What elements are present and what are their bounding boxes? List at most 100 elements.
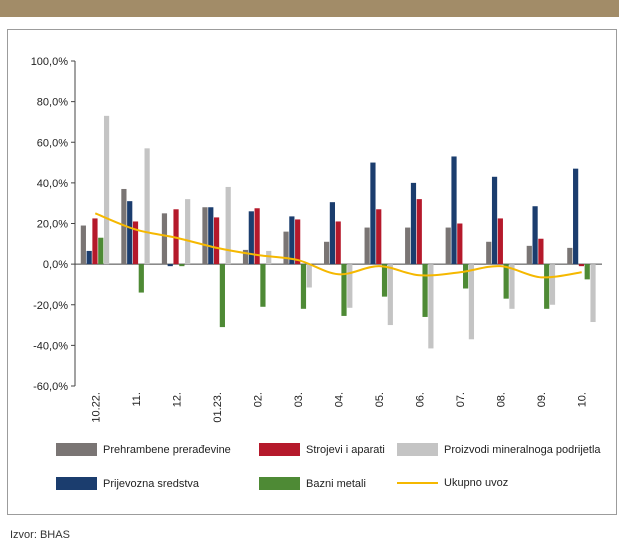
bar xyxy=(213,217,220,265)
bar xyxy=(405,227,411,265)
bar xyxy=(422,264,428,317)
bar xyxy=(544,264,550,309)
bar xyxy=(132,221,139,265)
bar xyxy=(92,218,98,265)
bar xyxy=(457,223,463,265)
legend-swatch-bazni xyxy=(259,477,300,490)
y-tick-label: -40,0% xyxy=(33,340,68,352)
bar xyxy=(289,216,295,265)
legend-label-bazni: Bazni metali xyxy=(306,477,366,490)
legend-label-prijevozna: Prijevozna sredstva xyxy=(103,477,199,490)
legend-label-ukupno: Ukupno uvoz xyxy=(444,477,509,489)
source-note: Izvor: BHAS xyxy=(10,529,70,541)
bar xyxy=(208,207,214,265)
bar xyxy=(103,115,110,265)
y-tick-label: 60,0% xyxy=(37,137,68,149)
x-tick-label: 02. xyxy=(252,392,264,407)
bar xyxy=(254,208,260,265)
legend-item-prehrambene: Prehrambene prerađevine xyxy=(56,443,231,456)
legend-swatch-prijevozna xyxy=(56,477,97,490)
bar xyxy=(219,264,225,328)
bar xyxy=(121,188,127,265)
legend-item-bazni: Bazni metali xyxy=(259,477,366,490)
bar xyxy=(167,264,173,267)
x-tick-label: 09. xyxy=(536,392,548,407)
bar xyxy=(242,249,249,265)
bar xyxy=(486,241,492,265)
x-tick-label: 01.23. xyxy=(212,392,224,423)
bar xyxy=(341,264,347,316)
bar xyxy=(161,213,168,265)
bar xyxy=(335,221,341,265)
bar xyxy=(590,264,596,323)
legend-item-ukupno: Ukupno uvoz xyxy=(397,477,508,489)
bar xyxy=(370,162,376,265)
bar xyxy=(387,264,393,326)
x-tick-label: 06. xyxy=(415,392,427,407)
bar xyxy=(329,202,335,265)
x-tick-label: 10. xyxy=(577,392,589,407)
bar xyxy=(324,241,330,265)
y-tick-label: -20,0% xyxy=(33,300,68,312)
legend-swatch-strojevi xyxy=(259,443,300,456)
bar xyxy=(410,182,417,265)
bar xyxy=(573,168,579,265)
bar xyxy=(491,176,498,265)
x-tick-label: 03. xyxy=(293,392,305,407)
legend-item-strojevi: Strojevi i aparati xyxy=(259,443,385,456)
bar xyxy=(376,209,382,265)
bar xyxy=(578,264,585,267)
legend-item-proizvodi: Proizvodi mineralnoga podrijetla xyxy=(397,443,601,456)
bar xyxy=(248,211,254,265)
bar xyxy=(445,227,451,265)
bar xyxy=(364,227,370,265)
x-tick-label: 05. xyxy=(374,392,386,407)
bar xyxy=(144,148,150,265)
header-band xyxy=(0,0,619,17)
bar xyxy=(185,199,191,265)
legend-label-proizvodi: Proizvodi mineralnoga podrijetla xyxy=(444,443,601,456)
y-tick-label: 80,0% xyxy=(37,97,68,109)
bar xyxy=(428,264,434,349)
y-tick-label: 20,0% xyxy=(37,219,68,231)
x-tick-label: 04. xyxy=(334,392,346,407)
bar xyxy=(532,206,538,265)
bar xyxy=(266,250,272,265)
y-tick-label: 100,0% xyxy=(31,56,69,68)
bar xyxy=(295,219,301,265)
legend-label-prehrambene: Prehrambene prerađevine xyxy=(103,443,231,456)
bar xyxy=(526,245,532,265)
x-tick-label: 10.22. xyxy=(90,392,102,423)
bar xyxy=(497,218,503,265)
bar xyxy=(283,231,289,265)
legend-label-strojevi: Strojevi i aparati xyxy=(306,443,385,456)
bar xyxy=(260,264,266,307)
legend-swatch-proizvodi xyxy=(397,443,438,456)
bar xyxy=(300,264,307,309)
bar xyxy=(202,207,208,265)
bar xyxy=(98,237,104,265)
bar xyxy=(451,156,457,265)
bar xyxy=(381,264,388,297)
bar xyxy=(179,264,185,267)
bar xyxy=(347,264,353,308)
legend-swatch-ukupno xyxy=(397,482,438,484)
legend-item-prijevozna: Prijevozna sredstva xyxy=(56,477,199,490)
bar xyxy=(509,264,515,309)
bar xyxy=(503,264,509,299)
bar xyxy=(549,264,556,305)
bar xyxy=(584,264,590,280)
bar xyxy=(306,264,312,288)
bar xyxy=(463,264,469,289)
bar xyxy=(225,186,231,265)
bar xyxy=(567,247,573,265)
bar xyxy=(80,225,86,265)
x-tick-label: 07. xyxy=(455,392,467,407)
bar xyxy=(127,201,133,265)
bar xyxy=(468,264,475,340)
y-tick-label: 40,0% xyxy=(37,178,68,190)
bar xyxy=(538,238,544,265)
x-tick-label: 11. xyxy=(131,392,143,406)
line-series-ukupno xyxy=(94,212,582,279)
